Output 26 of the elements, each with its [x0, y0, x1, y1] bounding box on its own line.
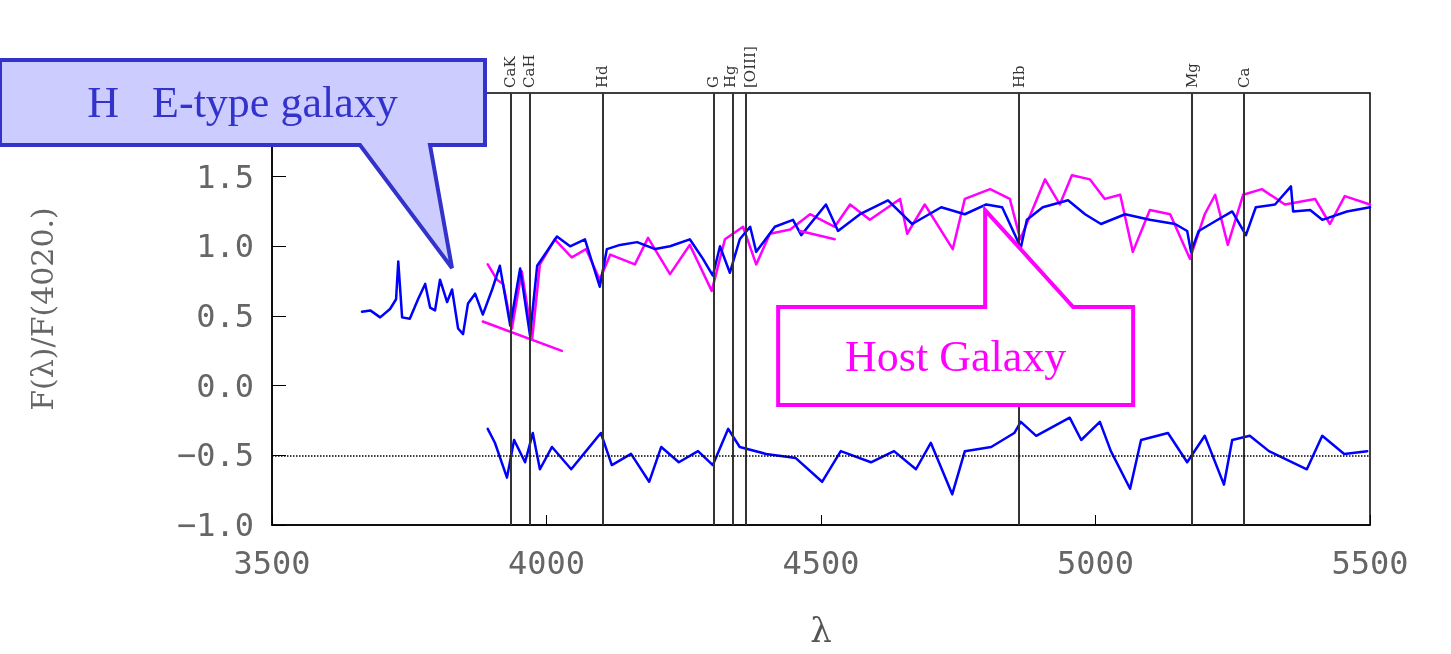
- x-tick-label: 3500: [233, 544, 311, 582]
- y-axis-title: F(λ)/F(4020.): [24, 207, 60, 411]
- annotation: Host Galaxy: [845, 331, 1067, 381]
- line-series: [360, 185, 1372, 337]
- ref-line-label: [OIII]: [740, 46, 759, 88]
- ref-line-label: Hg: [721, 64, 740, 88]
- y-tick-label: −0.5: [176, 436, 254, 475]
- y-tick-label: 0.0: [196, 366, 254, 405]
- ref-line-label: Ca: [1234, 67, 1253, 88]
- ref-line-label: CaH: [520, 54, 539, 88]
- y-tick-label: 1.5: [196, 157, 254, 196]
- annotation: H E-type galaxy: [87, 78, 398, 127]
- y-tick-label: 0.5: [196, 296, 254, 335]
- x-tick-label: 5500: [1331, 544, 1409, 582]
- y-tick-label: −1.0: [176, 506, 254, 544]
- ref-line-label: Hb: [1010, 65, 1029, 88]
- ref-line-label: CaK: [501, 55, 520, 88]
- x-tick-label: 4500: [782, 544, 860, 582]
- ref-line-label: G: [704, 76, 723, 88]
- ref-line-label: Hd: [593, 64, 612, 88]
- ref-line-label: Mg: [1182, 62, 1201, 88]
- x-tick-label: 4000: [507, 544, 586, 582]
- x-tick-label: 5000: [1056, 544, 1135, 582]
- y-tick-label: 1.0: [196, 227, 254, 266]
- x-axis-title: λ: [810, 610, 832, 650]
- line-series: [486, 416, 1369, 496]
